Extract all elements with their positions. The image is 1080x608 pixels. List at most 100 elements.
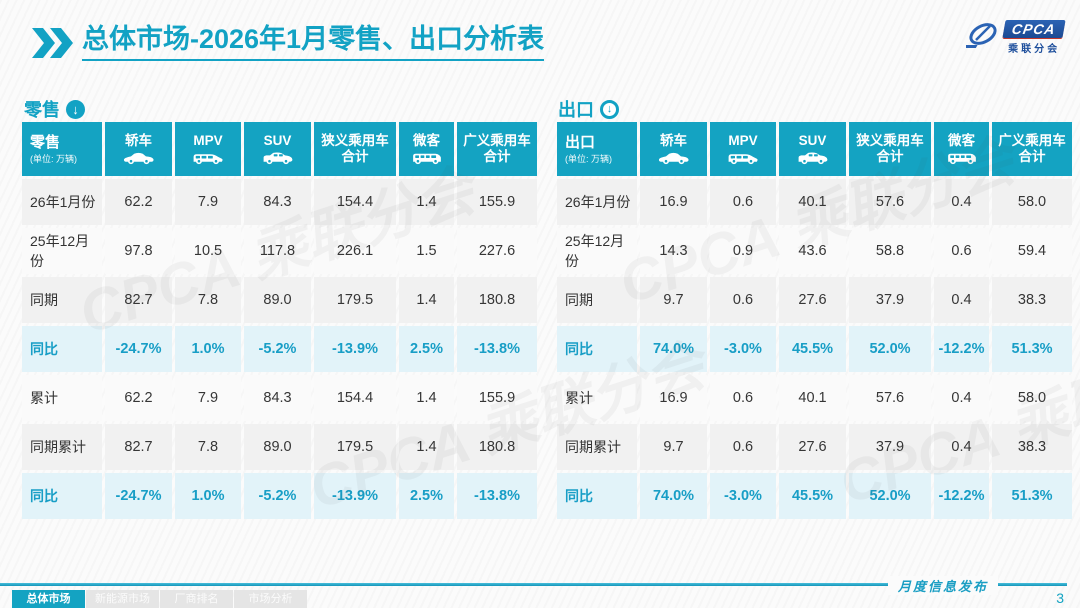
value-cell: 27.6 [779, 424, 846, 470]
value-cell: -13.9% [314, 473, 396, 519]
value-cell: -3.0% [710, 473, 776, 519]
row-label-cell: 同期累计 [557, 424, 637, 470]
value-cell: 45.5% [779, 326, 846, 372]
value-cell: 9.7 [640, 424, 707, 470]
value-cell: 37.9 [849, 277, 931, 323]
value-cell: 62.2 [105, 375, 172, 421]
tab-market-analysis[interactable]: 市场分析 [234, 590, 307, 608]
column-header-cell: 狭义乘用车 合计 [849, 122, 931, 176]
value-cell: 1.4 [399, 179, 454, 225]
table-corner-title: 出口 [565, 133, 596, 151]
column-header-cell: 轿车 [640, 122, 707, 176]
cpca-acronym: CPCA [1002, 20, 1066, 38]
double-chevron-icon [32, 28, 73, 58]
value-cell: 155.9 [457, 375, 537, 421]
suv-icon [798, 152, 827, 165]
value-cell: 0.4 [934, 179, 989, 225]
row-label-cell: 同期 [22, 277, 102, 323]
value-cell: 0.4 [934, 424, 989, 470]
table-corner-title: 零售 [30, 133, 61, 151]
value-cell: 117.8 [244, 228, 311, 274]
row-label-cell: 累计 [22, 375, 102, 421]
column-header-cell: 微客 [399, 122, 454, 176]
value-cell: -12.2% [934, 326, 989, 372]
tab-oem-ranking[interactable]: 厂商排名 [160, 590, 233, 608]
value-cell: 180.8 [457, 424, 537, 470]
value-cell: 1.0% [175, 473, 241, 519]
tab-overall-market[interactable]: 总体市场 [12, 590, 85, 608]
row-label-cell: 同比 [22, 473, 102, 519]
cpca-swoosh-icon [966, 23, 997, 48]
value-cell: -5.2% [244, 326, 311, 372]
value-cell: 7.8 [175, 424, 241, 470]
export-section-title: 出口 [558, 100, 594, 120]
bottom-divider-line [0, 583, 1067, 586]
value-cell: 1.5 [399, 228, 454, 274]
value-cell: -24.7% [105, 326, 172, 372]
retail-section-title: 零售 [24, 100, 60, 120]
value-cell: -13.8% [457, 473, 537, 519]
value-cell: 59.4 [992, 228, 1072, 274]
value-cell: 1.4 [399, 277, 454, 323]
value-cell: -24.7% [105, 473, 172, 519]
value-cell: 40.1 [779, 375, 846, 421]
value-cell: 1.0% [175, 326, 241, 372]
column-header-cell: SUV [779, 122, 846, 176]
tab-nev-market[interactable]: 新能源市场 [86, 590, 159, 608]
column-header-label: 微客 [413, 133, 440, 149]
value-cell: 97.8 [105, 228, 172, 274]
value-cell: 58.8 [849, 228, 931, 274]
value-cell: 0.6 [710, 277, 776, 323]
value-cell: 155.9 [457, 179, 537, 225]
column-header-cell: 狭义乘用车 合计 [314, 122, 396, 176]
value-cell: 2.5% [399, 326, 454, 372]
value-cell: 7.8 [175, 277, 241, 323]
row-label-cell: 同比 [557, 473, 637, 519]
column-header-label: MPV [193, 133, 223, 149]
value-cell: 89.0 [244, 277, 311, 323]
value-cell: 62.2 [105, 179, 172, 225]
column-header-label: SUV [263, 133, 292, 149]
row-label-cell: 同比 [557, 326, 637, 372]
value-cell: 9.7 [640, 277, 707, 323]
column-header-cell: MPV [710, 122, 776, 176]
value-cell: 38.3 [992, 424, 1072, 470]
export-table: 出口 (单位: 万辆) 轿车 MPV SUV 狭义乘用车 合计 微客 广义乘用车 合计 26年1月份… [557, 122, 1072, 519]
value-cell: -3.0% [710, 326, 776, 372]
row-label-cell: 同期累计 [22, 424, 102, 470]
export-section-label: 出口 ↓ [558, 96, 619, 122]
column-header-label: MPV [728, 133, 758, 149]
value-cell: 7.9 [175, 375, 241, 421]
value-cell: 16.9 [640, 179, 707, 225]
value-cell: 89.0 [244, 424, 311, 470]
value-cell: 10.5 [175, 228, 241, 274]
column-header-label: 轿车 [125, 133, 152, 149]
value-cell: 40.1 [779, 179, 846, 225]
microvan-icon [947, 153, 976, 165]
value-cell: 16.9 [640, 375, 707, 421]
value-cell: 0.4 [934, 375, 989, 421]
column-header-cell: 出口 (单位: 万辆) [557, 122, 637, 176]
value-cell: 154.4 [314, 179, 396, 225]
cpca-logo-text: CPCA 乘联分会 [1002, 20, 1066, 55]
value-cell: 0.4 [934, 277, 989, 323]
sedan-icon [658, 152, 689, 165]
value-cell: 43.6 [779, 228, 846, 274]
mpv-icon [193, 154, 223, 165]
value-cell: 1.4 [399, 375, 454, 421]
value-cell: 0.6 [710, 424, 776, 470]
row-label-cell: 同期 [557, 277, 637, 323]
value-cell: 84.3 [244, 375, 311, 421]
column-header-cell: 广义乘用车 合计 [992, 122, 1072, 176]
value-cell: 1.4 [399, 424, 454, 470]
row-label-cell: 26年1月份 [22, 179, 102, 225]
value-cell: 82.7 [105, 277, 172, 323]
value-cell: 226.1 [314, 228, 396, 274]
column-header-label: SUV [798, 133, 827, 149]
value-cell: 52.0% [849, 326, 931, 372]
column-header-cell: 广义乘用车 合计 [457, 122, 537, 176]
value-cell: -13.9% [314, 326, 396, 372]
value-cell: 179.5 [314, 424, 396, 470]
column-header-label: 轿车 [660, 133, 687, 149]
